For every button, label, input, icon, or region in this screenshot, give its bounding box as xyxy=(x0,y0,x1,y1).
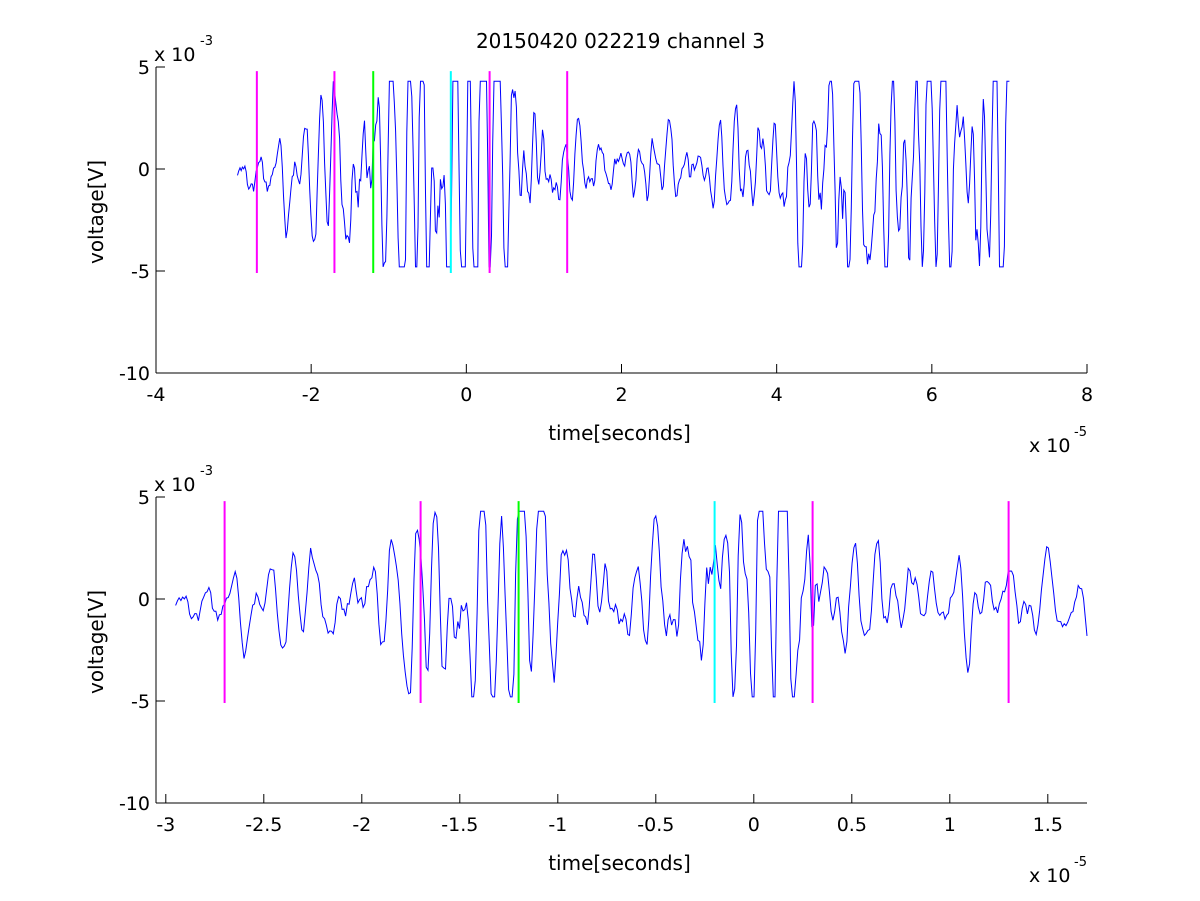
y-exponent-value: -3 xyxy=(200,34,213,49)
x-tick-label: -2 xyxy=(302,384,321,406)
x-tick-label: 0.5 xyxy=(837,814,867,836)
signal-trace xyxy=(237,80,1010,268)
x-tick-label: 0 xyxy=(748,814,760,836)
x-tick-label: -3 xyxy=(156,814,175,836)
y-tick-label: -5 xyxy=(131,261,150,283)
x-tick-label: -4 xyxy=(147,384,166,406)
x-tick-label: 1 xyxy=(944,814,956,836)
x-tick-label: 0 xyxy=(460,384,472,406)
y-tick-label: 5 xyxy=(138,487,150,509)
x-tick-label: -1.5 xyxy=(441,814,478,836)
y-axis-label: voltage[V] xyxy=(84,160,108,264)
x-tick-label: -2 xyxy=(352,814,371,836)
y-tick-label: 0 xyxy=(138,159,150,181)
y-tick-label: -10 xyxy=(119,793,150,815)
y-tick-label: -10 xyxy=(119,363,150,385)
y-tick-label: -5 xyxy=(131,691,150,713)
x-axis-label: time[seconds] xyxy=(548,851,691,875)
x-tick-label: 2 xyxy=(615,384,627,406)
x-axis-label: time[seconds] xyxy=(548,421,691,445)
y-exponent-value: -3 xyxy=(200,464,213,479)
y-exponent-label: x 10 xyxy=(154,44,195,66)
x-tick-label: -0.5 xyxy=(637,814,674,836)
x-tick-label: 4 xyxy=(771,384,783,406)
y-tick-label: 0 xyxy=(138,589,150,611)
x-exponent-label: x 10 xyxy=(1029,865,1070,887)
x-exponent-value: -5 xyxy=(1074,855,1087,870)
x-exponent-label: x 10 xyxy=(1029,435,1070,457)
x-tick-label: 1.5 xyxy=(1033,814,1063,836)
y-tick-label: 5 xyxy=(138,57,150,79)
y-exponent-label: x 10 xyxy=(154,474,195,496)
x-exponent-value: -5 xyxy=(1074,425,1087,440)
x-tick-label: -2.5 xyxy=(245,814,282,836)
signal-trace xyxy=(175,510,1088,698)
x-tick-label: 6 xyxy=(926,384,938,406)
chart-title: 20150420 022219 channel 3 xyxy=(476,29,765,53)
y-axis-label: voltage[V] xyxy=(84,590,108,694)
x-tick-label: 8 xyxy=(1081,384,1093,406)
x-tick-label: -1 xyxy=(548,814,567,836)
